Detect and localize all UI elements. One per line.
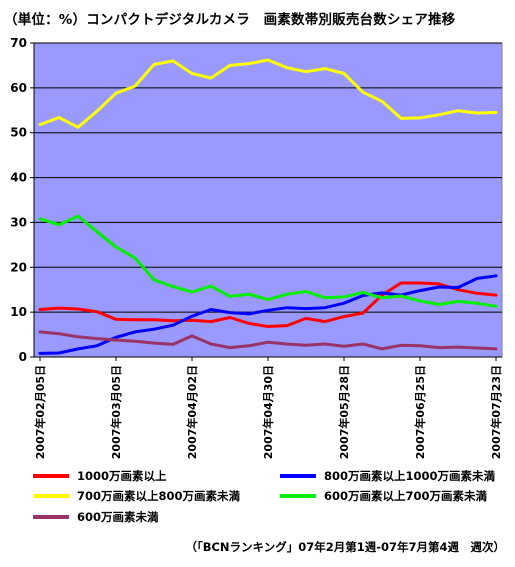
- y-tick-label: 70: [10, 36, 27, 50]
- x-tick-label: 2007年02月05日: [33, 365, 47, 459]
- x-axis: 2007年02月05日 2007年03月05日 2007年04月02日 2007年04…: [33, 357, 503, 459]
- y-tick-label: 20: [10, 260, 27, 274]
- legend-entry: 1000万画素以上: [33, 467, 167, 485]
- x-tick-label: 2007年04月30日: [261, 365, 275, 459]
- gridlines: [34, 42, 502, 313]
- legend-label: 700万画素以上800万画素未満: [77, 489, 241, 503]
- legend-swatch: [280, 494, 316, 498]
- legend-swatch: [280, 474, 316, 478]
- series-line-2: [38, 58, 498, 129]
- legend-swatch: [33, 474, 69, 478]
- chart-title: （単位：%）コンパクトデジタルカメラ 画素数帯別販売台数シェア推移: [4, 12, 456, 28]
- legend-entry: 800万画素以上1000万画素未満: [280, 467, 495, 485]
- x-tick-label: 2007年06月25日: [413, 365, 427, 459]
- legend-label: 600万画素以上700万画素未満: [324, 489, 488, 503]
- series-line-1: [38, 274, 498, 355]
- y-tick-label: 10: [10, 305, 27, 319]
- source-note: （「BCNランキング」07年2月第1週-07年7月第4週 週次）: [185, 540, 505, 554]
- legend-swatch: [33, 515, 69, 519]
- y-tick-label: 40: [10, 171, 27, 185]
- series-line-4: [38, 330, 498, 351]
- x-tick-label: 2007年03月05日: [109, 365, 123, 459]
- x-tick-label: 2007年05月28日: [337, 365, 351, 459]
- x-tick-label: 2007年07月23日: [489, 365, 503, 459]
- legend-label: 800万画素以上1000万画素未満: [324, 469, 496, 483]
- y-tick-label: 0: [19, 350, 27, 364]
- legend-entry: 700万画素以上800万画素未満: [33, 487, 240, 505]
- series-lines: [38, 58, 498, 355]
- legend-entry: 600万画素未満: [33, 508, 159, 526]
- legend-label: 600万画素未満: [77, 510, 159, 524]
- legend-label: 1000万画素以上: [77, 469, 167, 483]
- legend-swatch: [33, 494, 69, 498]
- y-tick-label: 60: [10, 81, 27, 95]
- legend-entry: 600万画素以上700万画素未満: [280, 487, 487, 505]
- y-tick-label: 50: [10, 126, 27, 140]
- x-tick-label: 2007年04月02日: [185, 365, 199, 459]
- series-line-0: [38, 281, 498, 328]
- y-tick-label: 30: [10, 215, 27, 229]
- series-line-3: [38, 214, 498, 308]
